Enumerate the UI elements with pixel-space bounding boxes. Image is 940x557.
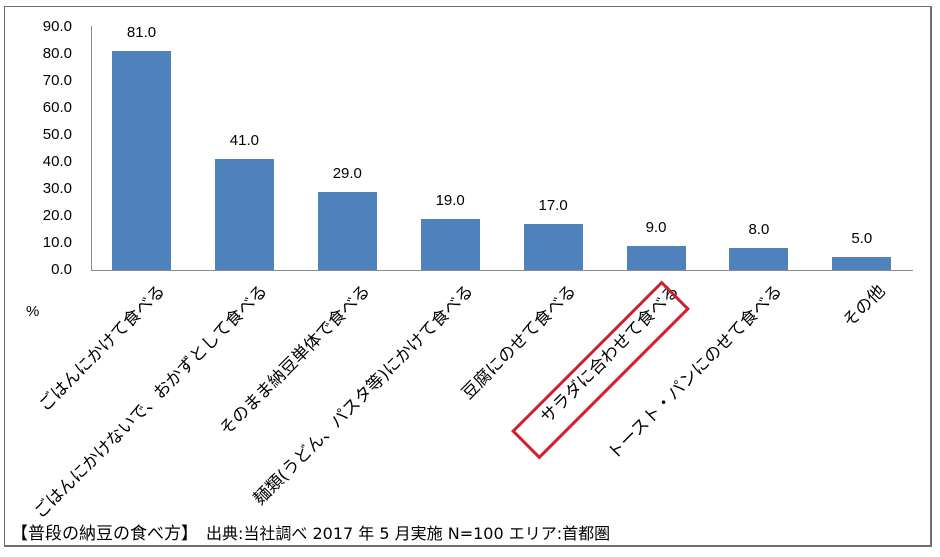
bar [214,159,274,270]
y-tick: 60.0 [42,99,72,116]
bar [420,218,480,270]
y-tick: 80.0 [42,45,72,62]
y-axis [91,26,92,271]
caption-source: 出典:当社調べ 2017 年 5 月実施 N=100 エリア:首都圏 [206,524,611,543]
caption-title: 【普段の納豆の食べ方】 [11,524,198,544]
y-tick: 50.0 [42,126,72,143]
bar-value-label: 5.0 [851,229,873,247]
bar-value-label: 17.0 [538,197,568,215]
y-axis-unit: % [26,303,40,320]
bar-value-label: 19.0 [435,191,465,209]
y-tick: 10.0 [42,234,72,251]
bar [523,224,583,270]
bar-value-label: 9.0 [645,218,667,236]
bar [729,248,789,270]
bar [317,191,377,270]
bar-value-label: 41.0 [229,132,259,150]
y-tick: 90.0 [42,18,72,35]
bar-value-label: 81.0 [126,24,157,42]
chart-frame [4,6,932,547]
x-axis [91,270,913,271]
bar [112,51,171,270]
bar [832,256,892,270]
y-tick: 0.0 [51,261,72,278]
y-tick: 40.0 [42,153,72,170]
bar-value-label: 29.0 [332,164,362,182]
y-tick: 20.0 [42,207,72,224]
y-tick: 70.0 [42,72,72,89]
bar [626,245,686,270]
bar-value-label: 8.0 [748,221,770,239]
chart-caption: 【普段の納豆の食べ方】 出典:当社調べ 2017 年 5 月実施 N=100 エリ… [11,524,611,544]
y-tick: 30.0 [42,180,72,197]
